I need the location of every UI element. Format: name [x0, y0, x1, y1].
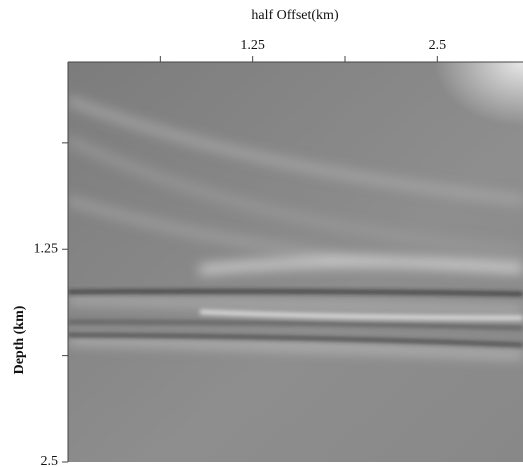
- x-tick-label: 2.5: [429, 38, 447, 53]
- y-tick-label: 2.5: [41, 454, 59, 467]
- y-axis-label: Depth (km): [12, 305, 27, 374]
- x-tick-label: 1.25: [240, 38, 265, 53]
- seismic-image: [68, 62, 523, 462]
- chart-title: half Offset(km): [251, 8, 339, 23]
- y-tick-label: 1.25: [34, 241, 59, 256]
- chart: half Offset(km) Depth (km) 1.25 2.5 1.25 2.…: [0, 0, 523, 467]
- page: {"chart_data": {"type": "image", "title"…: [0, 0, 523, 467]
